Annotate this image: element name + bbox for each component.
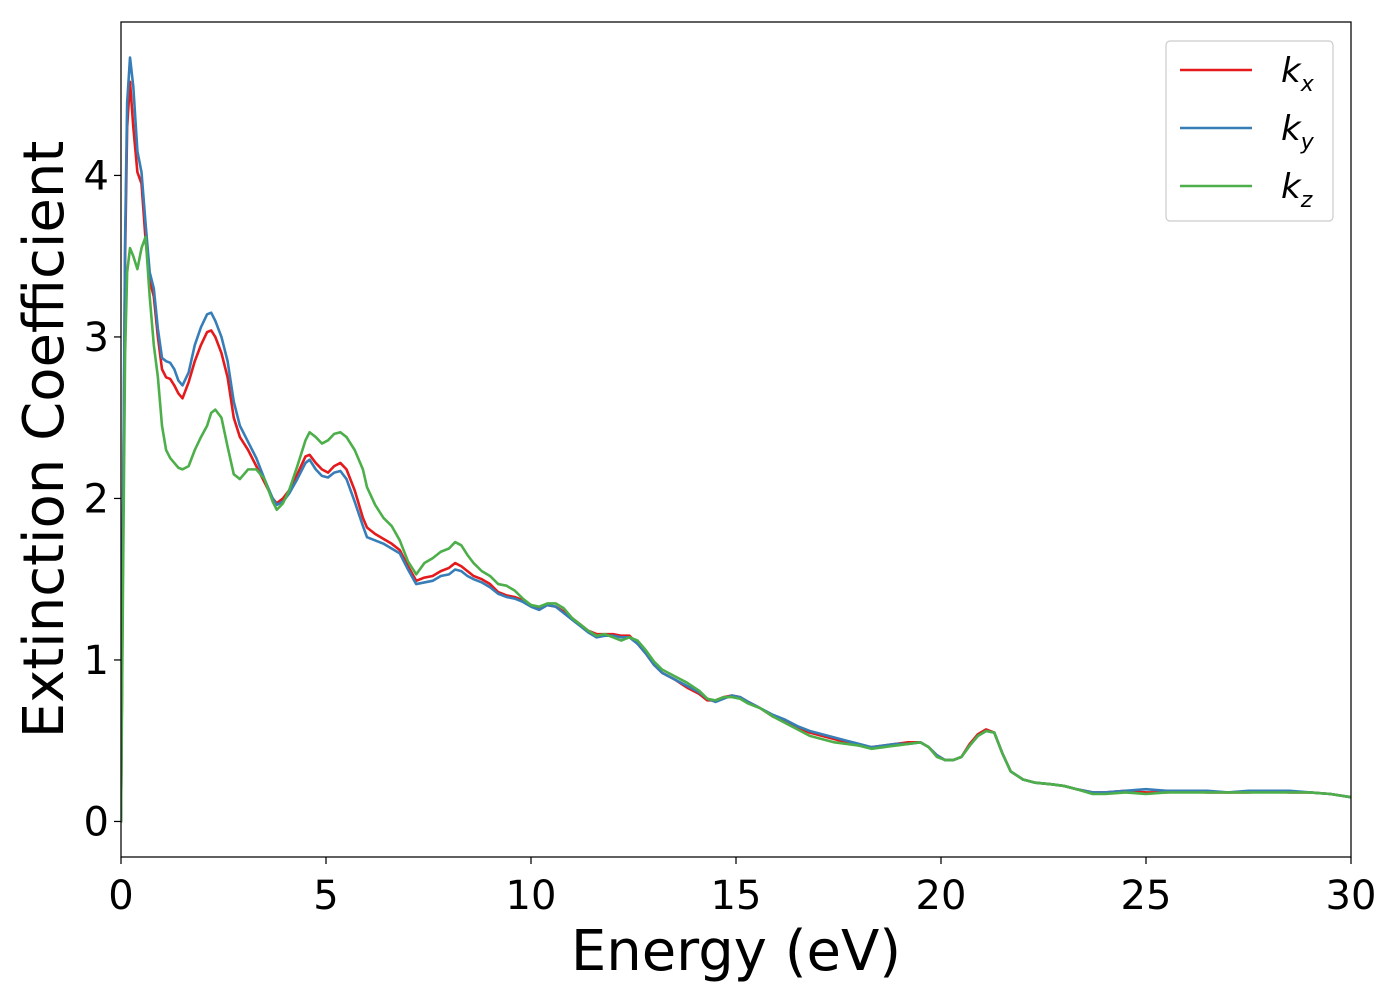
y-tick-label: 2 [84,476,109,522]
x-tick-label: 5 [313,873,338,919]
x-axis-ticks: 0 5 10 15 20 25 30 [108,857,1376,919]
series-line-x [121,80,1351,823]
x-tick-label: 20 [916,873,967,919]
y-tick-label: 4 [84,153,109,199]
legend: kx ky kz [1165,40,1334,222]
x-tick-label: 25 [1121,873,1172,919]
y-axis-label: Extinction Coefficient [12,141,77,739]
x-tick-label: 30 [1326,873,1377,919]
y-tick-label: 3 [84,315,109,361]
y-tick-label: 1 [84,638,109,684]
x-axis-label: Energy (eV) [571,919,901,984]
legend-box [1165,40,1334,222]
legend-label-x: kx [1281,51,1315,97]
x-tick-label: 10 [506,873,557,919]
legend-label-z: kz [1281,167,1313,213]
legend-label-y: ky [1281,109,1315,155]
x-tick-label: 0 [108,873,133,919]
series-layer [121,56,1351,823]
y-axis-ticks: 0 1 2 3 4 [84,153,121,845]
x-tick-label: 15 [711,873,762,919]
y-tick-label: 0 [84,799,109,845]
series-line-z [121,235,1351,823]
